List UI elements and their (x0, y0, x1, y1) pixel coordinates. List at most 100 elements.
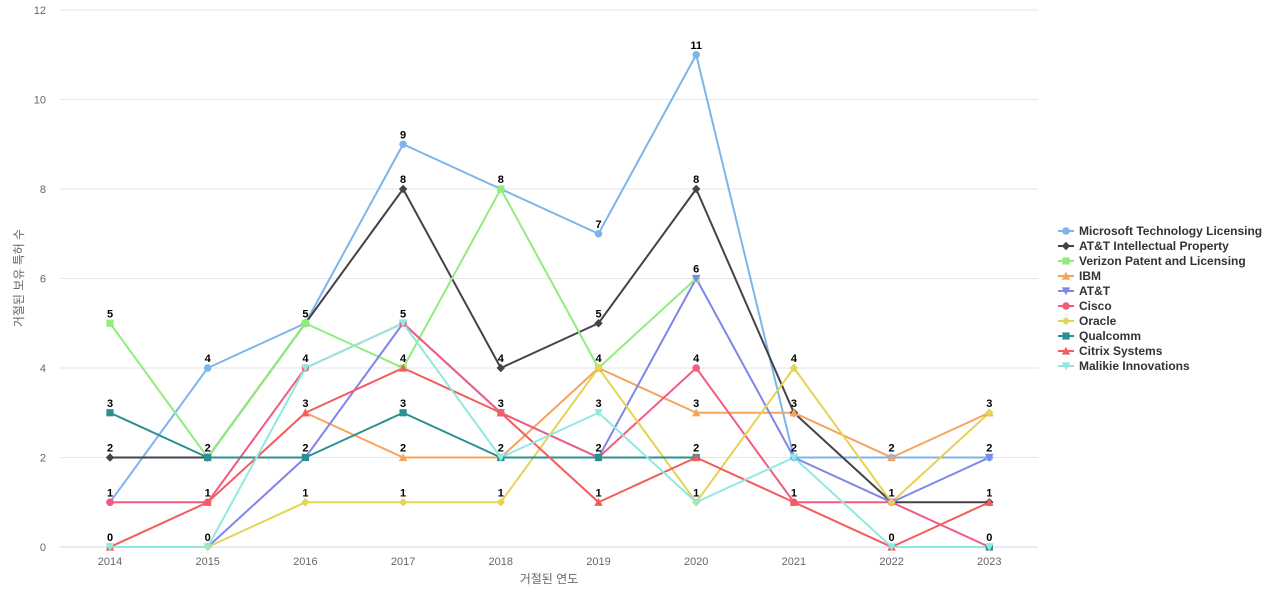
y-tick-label: 12 (34, 5, 46, 17)
data-point-marker[interactable] (398, 498, 408, 507)
data-point-marker[interactable] (496, 408, 505, 417)
data-point-marker[interactable] (203, 364, 212, 372)
data-point-marker[interactable] (399, 409, 407, 417)
legend-item[interactable]: IBM (1058, 268, 1262, 283)
data-point-marker[interactable] (789, 453, 799, 462)
data-point-marker[interactable] (594, 498, 603, 506)
data-point-marker[interactable] (985, 498, 994, 506)
data-point-marker[interactable] (398, 453, 408, 462)
data-label: 1 (595, 487, 601, 499)
data-point-marker[interactable] (789, 363, 799, 373)
legend-item[interactable]: Cisco (1058, 298, 1262, 313)
data-point-marker[interactable] (692, 184, 701, 194)
data-point-marker[interactable] (301, 319, 309, 327)
data-label: 8 (400, 174, 406, 186)
data-point-marker[interactable] (105, 543, 115, 552)
data-point-marker[interactable] (398, 184, 408, 194)
data-label: 4 (791, 353, 798, 365)
data-point-marker[interactable] (301, 498, 310, 507)
data-point-marker[interactable] (594, 453, 603, 462)
data-label: 3 (498, 398, 504, 410)
data-point-marker[interactable] (398, 319, 408, 328)
data-point-marker[interactable] (399, 140, 407, 149)
data-point-marker[interactable] (692, 50, 700, 59)
data-label: 3 (693, 398, 699, 410)
data-point-marker[interactable] (398, 363, 408, 372)
data-point-marker[interactable] (301, 364, 310, 373)
data-point-marker[interactable] (204, 453, 212, 462)
legend-item[interactable]: Malikie Innovations (1058, 358, 1262, 373)
data-point-marker (1061, 346, 1071, 355)
legend-swatch-icon (1058, 241, 1074, 250)
data-label: 5 (302, 308, 308, 320)
data-point-marker[interactable] (594, 319, 603, 328)
data-point-marker[interactable] (887, 543, 896, 552)
y-tick-label: 6 (40, 274, 46, 286)
data-point-marker[interactable] (692, 498, 701, 507)
data-label: 1 (791, 487, 797, 499)
data-point-marker[interactable] (887, 498, 896, 507)
legend-item[interactable]: Verizon Patent and Licensing (1058, 253, 1262, 268)
data-labels: 5321042105432198543218432175432111864321… (107, 40, 992, 544)
data-point-marker[interactable] (106, 498, 114, 507)
data-label: 8 (498, 174, 504, 186)
legend-item[interactable]: AT&T (1058, 283, 1262, 298)
data-point-marker[interactable] (692, 408, 701, 417)
data-point-marker[interactable] (106, 409, 114, 417)
x-tick-label: 2016 (293, 556, 317, 568)
data-point-marker[interactable] (203, 498, 212, 506)
data-point-marker[interactable] (594, 363, 603, 373)
data-label: 2 (986, 443, 992, 455)
legend-item[interactable]: Qualcomm (1058, 328, 1262, 343)
x-tick-label: 2020 (684, 556, 708, 568)
data-label: 2 (693, 443, 699, 455)
x-tick-label: 2023 (977, 556, 1001, 568)
legend-label: Oracle (1079, 313, 1117, 328)
legend-swatch-icon (1058, 286, 1074, 295)
legend-label: Malikie Innovations (1079, 358, 1190, 373)
data-point-marker[interactable] (301, 408, 310, 417)
data-label: 2 (889, 443, 895, 455)
data-point-marker[interactable] (985, 453, 994, 462)
data-point-marker[interactable] (497, 185, 505, 193)
data-label: 4 (205, 353, 212, 365)
data-point-marker (1061, 241, 1071, 250)
data-point-marker[interactable] (887, 453, 896, 462)
data-label: 0 (986, 532, 992, 544)
data-point-marker[interactable] (985, 408, 994, 417)
legend-item[interactable]: Citrix Systems (1058, 343, 1262, 358)
series-lines (109, 53, 990, 548)
data-point-marker (1062, 301, 1070, 310)
data-label: 4 (302, 353, 309, 365)
data-point-marker (1061, 286, 1071, 295)
data-label: 1 (498, 487, 504, 499)
data-point-marker[interactable] (594, 229, 603, 238)
data-point-marker[interactable] (789, 408, 799, 417)
data-label: 1 (693, 487, 699, 499)
data-point-marker[interactable] (301, 453, 309, 462)
data-label: 1 (205, 487, 211, 499)
legend-item[interactable]: AT&T Intellectual Property (1058, 238, 1262, 253)
data-label: 0 (107, 532, 113, 544)
data-point-marker[interactable] (106, 319, 114, 327)
data-point-marker[interactable] (496, 363, 505, 373)
legend-label: Qualcomm (1079, 328, 1142, 343)
data-point-marker[interactable] (594, 409, 603, 417)
series-line (304, 367, 990, 459)
x-tick-label: 2021 (782, 556, 806, 568)
data-point-marker[interactable] (692, 364, 700, 372)
data-point-marker[interactable] (789, 498, 799, 506)
x-axis-title: 거절된 연도 (520, 572, 579, 586)
y-axis-title: 거절된 보유 특허 수 (12, 229, 26, 327)
data-point-marker[interactable] (496, 453, 505, 462)
x-tick-label: 2022 (879, 556, 903, 568)
data-point-marker (1062, 226, 1070, 235)
data-point-marker[interactable] (496, 498, 505, 507)
data-point-marker[interactable] (105, 453, 115, 462)
legend-item[interactable]: Oracle (1058, 313, 1262, 328)
data-point-marker[interactable] (985, 543, 994, 552)
data-point-marker[interactable] (692, 453, 701, 462)
data-point-marker[interactable] (692, 274, 701, 283)
data-point-marker[interactable] (203, 543, 212, 552)
legend-item[interactable]: Microsoft Technology Licensing (1058, 223, 1262, 238)
